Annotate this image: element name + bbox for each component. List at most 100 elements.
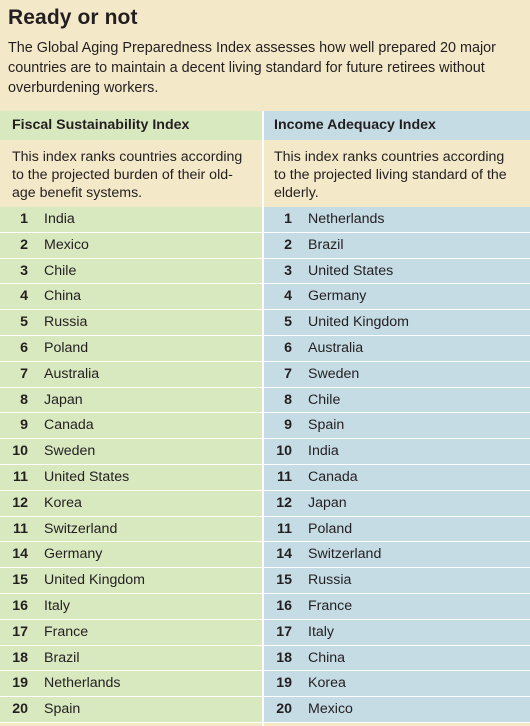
income-country: Canada (300, 464, 530, 490)
income-row: 19 Korea (264, 671, 530, 698)
income-rank: 8 (264, 387, 300, 413)
income-rank: 5 (264, 310, 300, 335)
income-rank: 18 (264, 645, 300, 671)
income-rank: 3 (264, 258, 300, 284)
fiscal-rank: 18 (0, 645, 36, 671)
fiscal-row: 11 United States (0, 464, 262, 491)
fiscal-rank: 8 (0, 387, 36, 413)
fiscal-row: 3 Chile (0, 258, 262, 285)
income-rank: 15 (264, 568, 300, 593)
fiscal-country: United Kingdom (36, 568, 262, 593)
income-row: 15 Russia (264, 568, 530, 594)
income-country: Germany (300, 284, 530, 310)
fiscal-country: Chile (36, 258, 262, 284)
income-country: Switzerland (300, 542, 530, 568)
income-rank: 9 (264, 413, 300, 439)
fiscal-row: 2 Mexico (0, 232, 262, 259)
income-country: India (300, 439, 530, 464)
fiscal-heading: Fiscal Sustainability Index (0, 111, 262, 140)
fiscal-row: 5 Russia (0, 310, 262, 336)
fiscal-row: 11 Switzerland (0, 516, 262, 543)
fiscal-country: Sweden (36, 439, 262, 464)
fiscal-row: 20 Spain (0, 697, 262, 723)
fiscal-row: 17 France (0, 619, 262, 646)
income-row: 16 France (264, 593, 530, 620)
income-country: United Kingdom (300, 310, 530, 335)
fiscal-rank: 1 (0, 207, 36, 232)
income-country: Netherlands (300, 207, 530, 232)
income-row: 8 Chile (264, 387, 530, 414)
income-country: Japan (300, 490, 530, 516)
income-rank: 16 (264, 593, 300, 619)
income-country: Mexico (300, 697, 530, 722)
income-rank: 17 (264, 619, 300, 645)
income-rank: 6 (264, 335, 300, 361)
fiscal-rank: 4 (0, 284, 36, 310)
intro-text: The Global Aging Preparedness Index asse… (8, 40, 496, 96)
income-row: 18 China (264, 645, 530, 672)
income-rank: 12 (264, 490, 300, 516)
income-row: 10 India (264, 439, 530, 465)
fiscal-row: 18 Brazil (0, 645, 262, 672)
fiscal-country: Canada (36, 413, 262, 439)
income-country: China (300, 645, 530, 671)
fiscal-rank: 15 (0, 568, 36, 593)
fiscal-rank: 20 (0, 697, 36, 722)
fiscal-country: Russia (36, 310, 262, 335)
fiscal-country: India (36, 207, 262, 232)
fiscal-country: France (36, 619, 262, 645)
income-row: 2 Brazil (264, 232, 530, 259)
fiscal-country: Japan (36, 387, 262, 413)
fiscal-rank: 7 (0, 361, 36, 387)
income-country: Spain (300, 413, 530, 439)
income-row: 11 Poland (264, 516, 530, 543)
income-heading: Income Adequacy Index (264, 111, 530, 140)
fiscal-rank: 12 (0, 490, 36, 516)
fiscal-country: Mexico (36, 232, 262, 258)
fiscal-row: 8 Japan (0, 387, 262, 414)
income-row: 11 Canada (264, 464, 530, 491)
fiscal-row: 9 Canada (0, 413, 262, 440)
income-country: Korea (300, 671, 530, 697)
fiscal-row: 16 Italy (0, 593, 262, 620)
fiscal-description: This index ranks countries according to … (0, 140, 262, 207)
fiscal-rank: 17 (0, 619, 36, 645)
income-country: France (300, 593, 530, 619)
page-title: Ready or not (8, 6, 138, 29)
fiscal-country: Spain (36, 697, 262, 722)
income-country: Poland (300, 516, 530, 542)
income-row: 20 Mexico (264, 697, 530, 723)
fiscal-row: 6 Poland (0, 335, 262, 362)
income-row: 14 Switzerland (264, 542, 530, 569)
fiscal-row: 7 Australia (0, 361, 262, 388)
income-rank: 1 (264, 207, 300, 232)
income-description: This index ranks countries according to … (264, 140, 530, 207)
fiscal-rank: 9 (0, 413, 36, 439)
income-country: Australia (300, 335, 530, 361)
fiscal-rank: 11 (0, 516, 36, 542)
income-country: Italy (300, 619, 530, 645)
income-rank: 11 (264, 516, 300, 542)
income-rank-list: 1 Netherlands 2 Brazil 3 United States 4 German… (264, 207, 530, 723)
income-country: Russia (300, 568, 530, 593)
fiscal-row: 12 Korea (0, 490, 262, 517)
fiscal-country: Switzerland (36, 516, 262, 542)
fiscal-rank: 3 (0, 258, 36, 284)
fiscal-rank: 19 (0, 671, 36, 697)
fiscal-country: Poland (36, 335, 262, 361)
fiscal-country: United States (36, 464, 262, 490)
fiscal-country: Korea (36, 490, 262, 516)
fiscal-row: 15 United Kingdom (0, 568, 262, 594)
fiscal-row: 14 Germany (0, 542, 262, 569)
income-column: Income Adequacy Index This index ranks c… (264, 111, 530, 726)
income-row: 1 Netherlands (264, 207, 530, 233)
income-rank: 20 (264, 697, 300, 722)
income-country: Brazil (300, 232, 530, 258)
income-country: Sweden (300, 361, 530, 387)
fiscal-rank: 5 (0, 310, 36, 335)
income-row: 3 United States (264, 258, 530, 285)
fiscal-column: Fiscal Sustainability Index This index r… (0, 111, 262, 726)
income-rank: 2 (264, 232, 300, 258)
income-row: 4 Germany (264, 284, 530, 311)
